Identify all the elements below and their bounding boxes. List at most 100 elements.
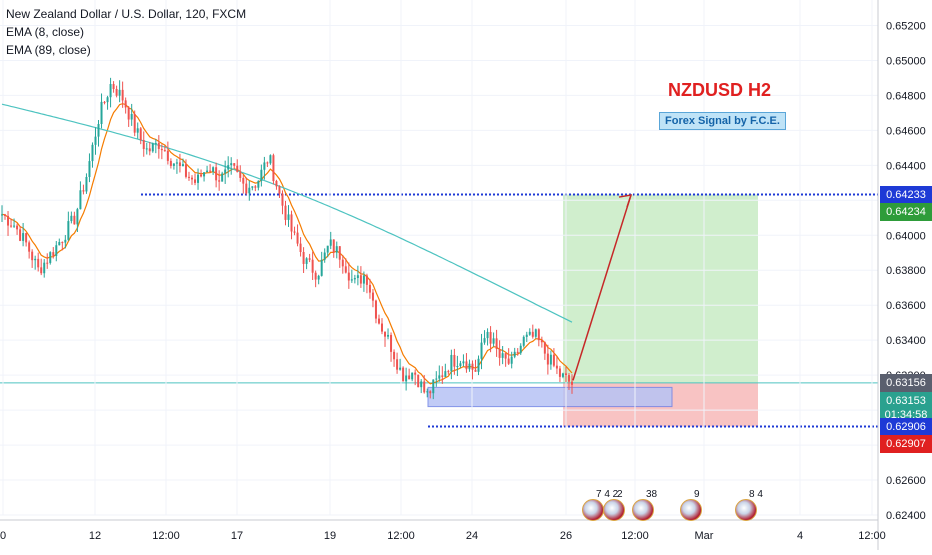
candle-body (191, 177, 193, 180)
candle-body (34, 258, 37, 261)
candle-body (52, 252, 55, 256)
candle-body (519, 345, 522, 354)
candle-body (103, 101, 106, 103)
y-tick-label: 0.65200 (886, 20, 926, 32)
candle-body (480, 342, 483, 359)
candle-body (338, 246, 341, 260)
candle-body (332, 239, 335, 253)
ema-fast-label[interactable]: EMA (8, close) (6, 25, 85, 39)
candle-body (4, 214, 7, 216)
candle-body (121, 89, 124, 101)
candle-body (115, 89, 118, 96)
candle-body (465, 361, 468, 370)
price-tag: 0.62907 (880, 435, 932, 454)
candle-body (248, 187, 251, 194)
candle-body (197, 174, 200, 183)
candle-body (504, 353, 507, 359)
candle-body (350, 279, 353, 281)
candle-body (353, 278, 356, 280)
y-tick-label: 0.65000 (886, 55, 926, 67)
event-flag-icon[interactable]: 9 (680, 489, 710, 521)
candle-body (160, 148, 163, 151)
x-tick-label: 12 (89, 530, 101, 542)
candle-body (411, 372, 414, 380)
ema-slow-label[interactable]: EMA (89, close) (6, 43, 91, 57)
symbol-label[interactable]: New Zealand Dollar / U.S. Dollar, 120, F… (6, 7, 247, 21)
ema-slow-line (1, 103, 573, 323)
candle-body (552, 354, 555, 366)
candle-body (184, 164, 187, 177)
candle-body (145, 148, 148, 150)
candle-body (531, 331, 534, 337)
candle-body (43, 262, 46, 274)
candle-body (525, 334, 528, 337)
candle-body (254, 186, 257, 188)
candle-body (450, 354, 453, 372)
candle-body (133, 114, 136, 133)
candle-body (206, 170, 209, 173)
candle-body (94, 136, 97, 145)
candle-body (368, 284, 371, 293)
candle-body (224, 169, 227, 174)
profit-zone (563, 194, 758, 383)
candle-body (287, 214, 290, 220)
candle-body (468, 363, 471, 370)
event-flag-icon[interactable]: 8 4 (735, 489, 765, 521)
candle-body (85, 176, 88, 192)
candle-body (462, 361, 465, 364)
candle-body (67, 221, 70, 240)
event-flag-icon[interactable]: 2 (603, 489, 633, 521)
candle-body (278, 186, 281, 194)
candle-body (112, 84, 115, 90)
y-tick-label: 0.64600 (886, 125, 926, 137)
candle-body (365, 275, 368, 285)
x-tick-label: 12:00 (858, 530, 886, 542)
x-tick-label: 19 (324, 530, 336, 542)
trade-arrow (572, 194, 632, 381)
candle-body (561, 373, 564, 377)
candle-body (329, 239, 332, 246)
candle-body (61, 242, 64, 244)
candle-body (187, 176, 190, 178)
entry-zone-box (427, 386, 673, 408)
x-tick-label: 26 (560, 530, 572, 542)
candle-body (555, 365, 558, 369)
candle-body (381, 323, 383, 332)
candle-body (311, 259, 314, 273)
candle-body (393, 351, 396, 360)
flag-icon (680, 499, 702, 521)
candle-body (22, 233, 25, 241)
candle-body (486, 331, 489, 339)
candle-body (16, 225, 19, 230)
candle-body (435, 378, 438, 380)
candle-body (269, 155, 272, 164)
candle-body (79, 190, 82, 210)
chart-legend: New Zealand Dollar / U.S. Dollar, 120, F… (6, 5, 246, 59)
chart-annotation-title: NZDUSD H2 (668, 80, 772, 100)
flag-icon (632, 499, 654, 521)
candle-body (181, 164, 184, 167)
event-flag-icon[interactable]: 38 (632, 489, 662, 521)
y-tick-label: 0.64000 (886, 230, 926, 242)
candle-body (344, 266, 347, 273)
candle-body (390, 334, 393, 352)
candle-body (139, 128, 142, 141)
candle-body (281, 193, 284, 206)
candle-body (130, 114, 133, 120)
candle-body (459, 363, 462, 367)
candle-body (76, 209, 79, 225)
candle-body (142, 140, 145, 149)
candle-body (423, 381, 426, 393)
candle-body (166, 150, 169, 161)
candle-body (444, 371, 447, 377)
candle-body (260, 169, 263, 181)
candle-body (456, 366, 459, 368)
candle-body (55, 245, 58, 256)
event-label: 2 (617, 489, 623, 500)
candle-body (317, 275, 320, 280)
x-tick-label: 24 (466, 530, 478, 542)
candle-body (356, 275, 359, 279)
candle-body (215, 167, 218, 181)
